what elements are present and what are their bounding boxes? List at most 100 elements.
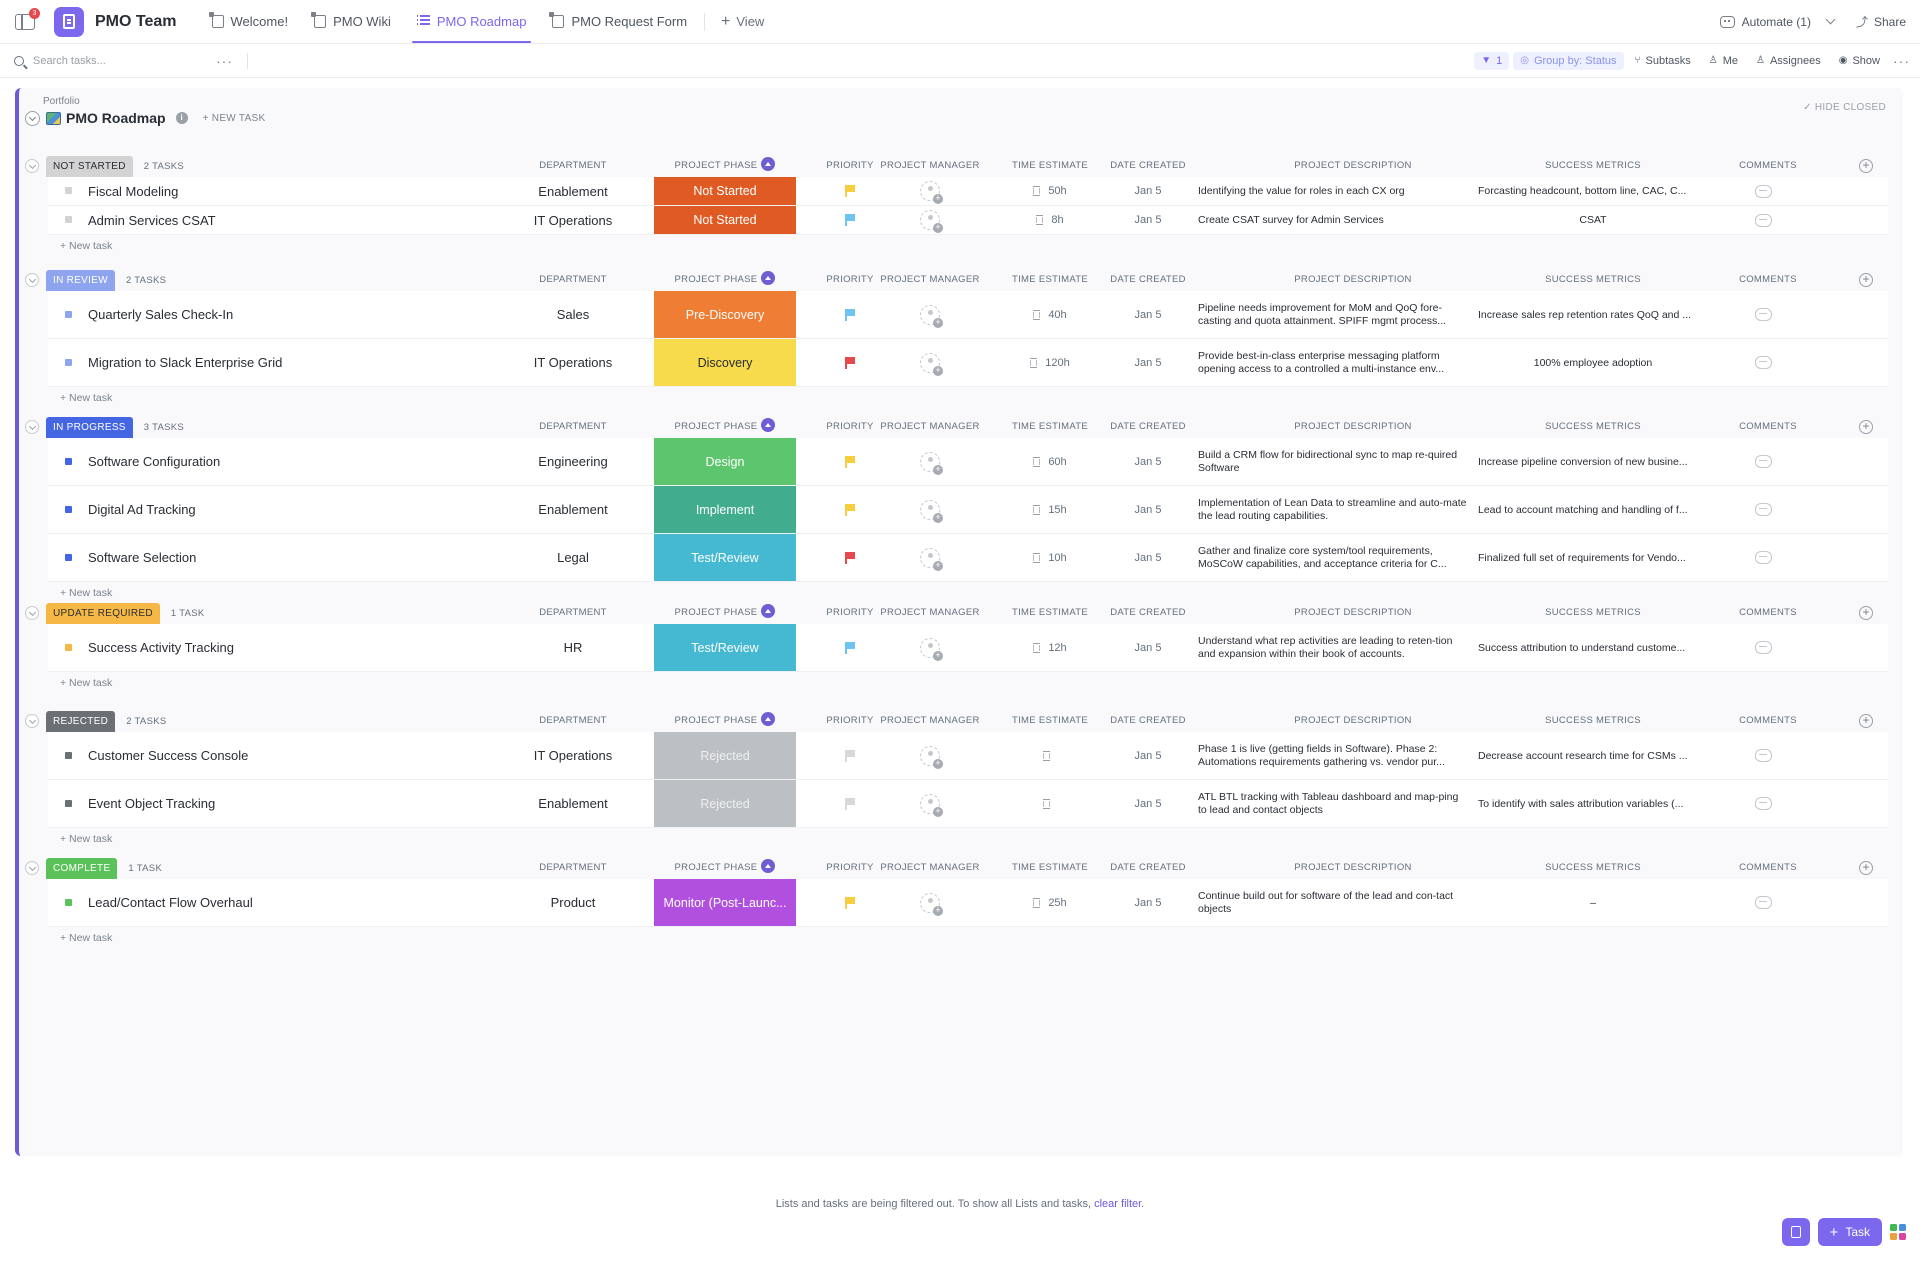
column-header-desc[interactable]: PROJECT DESCRIPTION [1228, 602, 1478, 624]
add-task-fab-button[interactable]: + Task [1817, 1218, 1882, 1246]
project-manager-cell[interactable] [906, 624, 954, 671]
project-description-cell[interactable]: Provide best-in-class enterprise messagi… [1198, 339, 1468, 386]
me-button[interactable]: ♙ Me [1702, 52, 1745, 70]
column-header-comments[interactable]: COMMENTS [1738, 857, 1798, 879]
column-header-pm[interactable]: PROJECT MANAGER [880, 269, 980, 291]
collapse-group-icon[interactable] [25, 420, 39, 434]
subtasks-button[interactable]: ⑂ Subtasks [1628, 52, 1698, 70]
add-task-row[interactable]: + New task [60, 587, 113, 599]
date-created-cell[interactable]: Jan 5 [1134, 214, 1162, 226]
department-cell[interactable]: Enablement [538, 796, 608, 811]
priority-cell[interactable] [838, 486, 862, 533]
clear-filter-link[interactable]: clear filter. [1094, 1198, 1145, 1210]
task-name[interactable]: Migration to Slack Enterprise Grid [88, 355, 283, 370]
priority-cell[interactable] [838, 339, 862, 386]
table-row[interactable]: Customer Success Console IT Operations Rej… [48, 732, 1888, 780]
status-square-icon[interactable] [65, 898, 72, 906]
sort-asc-icon[interactable] [761, 418, 776, 433]
add-column-icon[interactable]: + [1859, 273, 1873, 287]
column-header-priority[interactable]: PRIORITY [803, 416, 897, 438]
search-input[interactable] [33, 54, 183, 67]
project-phase-cell[interactable]: Not Started [654, 206, 796, 234]
comments-cell[interactable] [1748, 206, 1778, 234]
project-description-cell[interactable]: Continue build out for software of the l… [1198, 879, 1468, 926]
hide-closed-button[interactable]: ✓ HIDE CLOSED [1803, 102, 1886, 113]
project-description-cell[interactable]: Gather and finalize core system/tool req… [1198, 534, 1468, 581]
project-phase-cell[interactable]: Test/Review [654, 624, 796, 671]
tab-pmo-wiki[interactable]: PMO Wiki [301, 0, 404, 43]
collapse-group-icon[interactable] [25, 714, 39, 728]
comments-cell[interactable] [1748, 732, 1778, 779]
assignees-button[interactable]: ♙ Assignees [1749, 52, 1828, 70]
success-metrics-cell[interactable]: Decrease account research time for CSMs … [1478, 750, 1688, 762]
add-task-row[interactable]: + New task [60, 677, 113, 689]
column-header-desc[interactable]: PROJECT DESCRIPTION [1228, 710, 1478, 732]
add-column-icon[interactable]: + [1859, 861, 1873, 875]
column-header-desc[interactable]: PROJECT DESCRIPTION [1228, 269, 1478, 291]
sort-asc-icon[interactable] [761, 271, 776, 286]
collapse-group-icon[interactable] [25, 606, 39, 620]
date-created-cell[interactable]: Jan 5 [1134, 455, 1162, 468]
column-header-priority[interactable]: PRIORITY [803, 857, 897, 879]
task-name[interactable]: Quarterly Sales Check-In [88, 307, 234, 322]
priority-cell[interactable] [838, 291, 862, 338]
comments-cell[interactable] [1748, 438, 1778, 485]
task-name[interactable]: Digital Ad Tracking [88, 502, 196, 517]
table-row[interactable]: Migration to Slack Enterprise Grid IT Ope… [48, 339, 1888, 387]
column-header-metrics[interactable]: SUCCESS METRICS [1493, 416, 1693, 438]
task-name[interactable]: Customer Success Console [88, 748, 249, 763]
success-metrics-cell[interactable]: 100% employee adoption [1533, 357, 1653, 369]
tab-pmo-request-form[interactable]: PMO Request Form [539, 0, 700, 43]
time-estimate-cell[interactable] [1010, 732, 1090, 779]
column-header-date[interactable]: DATE CREATED [1098, 155, 1198, 177]
column-header-date[interactable]: DATE CREATED [1098, 602, 1198, 624]
success-metrics-cell[interactable]: Success attribution to understand custom… [1478, 642, 1686, 654]
task-name[interactable]: Event Object Tracking [88, 796, 216, 811]
column-header-time[interactable]: TIME ESTIMATE [1004, 155, 1096, 177]
column-header-phase[interactable]: PROJECT PHASE [654, 710, 796, 732]
toolbar-more-icon[interactable]: ··· [1893, 52, 1910, 69]
task-name[interactable]: Lead/Contact Flow Overhaul [88, 895, 253, 910]
time-estimate-cell[interactable]: 12h [1010, 624, 1090, 671]
collapse-group-icon[interactable] [25, 861, 39, 875]
add-task-row[interactable]: + New task [60, 833, 113, 845]
collapse-group-icon[interactable] [25, 159, 39, 173]
table-row[interactable]: Software Selection Legal Test/Review 10h Jan… [48, 534, 1888, 582]
project-description-cell[interactable]: Pipeline needs improvement for MoM and Q… [1198, 291, 1468, 338]
column-header-time[interactable]: TIME ESTIMATE [1004, 269, 1096, 291]
status-square-icon[interactable] [65, 751, 72, 759]
column-header-comments[interactable]: COMMENTS [1738, 269, 1798, 291]
department-cell[interactable]: Enablement [538, 502, 608, 517]
project-manager-cell[interactable] [906, 486, 954, 533]
status-badge[interactable]: REJECTED [46, 710, 116, 732]
column-header-date[interactable]: DATE CREATED [1098, 269, 1198, 291]
table-row[interactable]: Lead/Contact Flow Overhaul Product Monitor… [48, 879, 1888, 927]
project-description-cell[interactable]: Implementation of Lean Data to streamlin… [1198, 486, 1468, 533]
table-row[interactable]: Success Activity Tracking HR Test/Review 12… [48, 624, 1888, 672]
project-phase-cell[interactable]: Rejected [654, 732, 796, 779]
comments-cell[interactable] [1748, 879, 1778, 926]
status-badge[interactable]: COMPLETE [46, 857, 118, 879]
space-icon[interactable] [54, 6, 84, 37]
sidebar-toggle-icon[interactable]: 3 [15, 7, 40, 30]
notification-badge[interactable]: 3 [29, 7, 40, 19]
tab-pmo-roadmap[interactable]: PMO Roadmap [404, 0, 540, 43]
time-estimate-cell[interactable]: 25h [1010, 879, 1090, 926]
column-header-pm[interactable]: PROJECT MANAGER [880, 602, 980, 624]
project-manager-cell[interactable] [906, 177, 954, 205]
comments-cell[interactable] [1748, 534, 1778, 581]
project-description-cell[interactable]: ATL BTL tracking with Tableau dashboard … [1198, 780, 1468, 827]
apps-grid-icon[interactable] [1890, 1224, 1906, 1240]
time-estimate-cell[interactable] [1010, 780, 1090, 827]
project-manager-cell[interactable] [906, 879, 954, 926]
time-estimate-cell[interactable]: 120h [1010, 339, 1090, 386]
add-task-row[interactable]: + New task [60, 240, 113, 252]
column-header-pm[interactable]: PROJECT MANAGER [880, 155, 980, 177]
column-header-metrics[interactable]: SUCCESS METRICS [1493, 269, 1693, 291]
share-button[interactable]: ⤴ Share [1856, 13, 1906, 30]
priority-cell[interactable] [838, 177, 862, 205]
date-created-cell[interactable]: Jan 5 [1134, 356, 1162, 369]
department-cell[interactable]: IT Operations [533, 355, 613, 370]
status-square-icon[interactable] [65, 643, 72, 651]
time-estimate-cell[interactable]: 40h [1010, 291, 1090, 338]
